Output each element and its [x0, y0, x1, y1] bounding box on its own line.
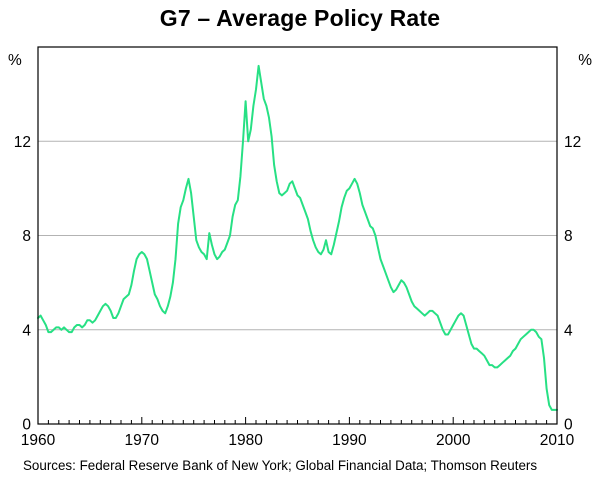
y-tick-label-left: 8: [22, 228, 31, 245]
y-tick-label-right: 8: [564, 228, 573, 245]
chart-title: G7 – Average Policy Rate: [159, 5, 441, 31]
y-axis-unit-right: %: [578, 52, 592, 69]
y-tick-label-right: 12: [564, 134, 581, 151]
x-tick-label: 2000: [436, 432, 471, 449]
y-tick-label-right: 0: [564, 417, 573, 434]
x-tick-label: 2010: [540, 432, 575, 449]
x-tick-label: 1970: [125, 432, 160, 449]
sources-note: Sources: Federal Reserve Bank of New Yor…: [23, 458, 538, 473]
x-tick-label: 1960: [21, 432, 56, 449]
y-tick-label-left: 0: [22, 417, 31, 434]
plot-border: [37, 46, 558, 425]
y-axis-unit-left: %: [8, 52, 22, 69]
y-tick-label-right: 4: [564, 322, 573, 339]
x-tick-label: 1990: [332, 432, 367, 449]
y-tick-label-left: 4: [22, 322, 31, 339]
y-tick-label-left: 12: [14, 134, 31, 151]
policy-rate-line: [37, 64, 558, 411]
x-tick-label: 1980: [228, 432, 263, 449]
